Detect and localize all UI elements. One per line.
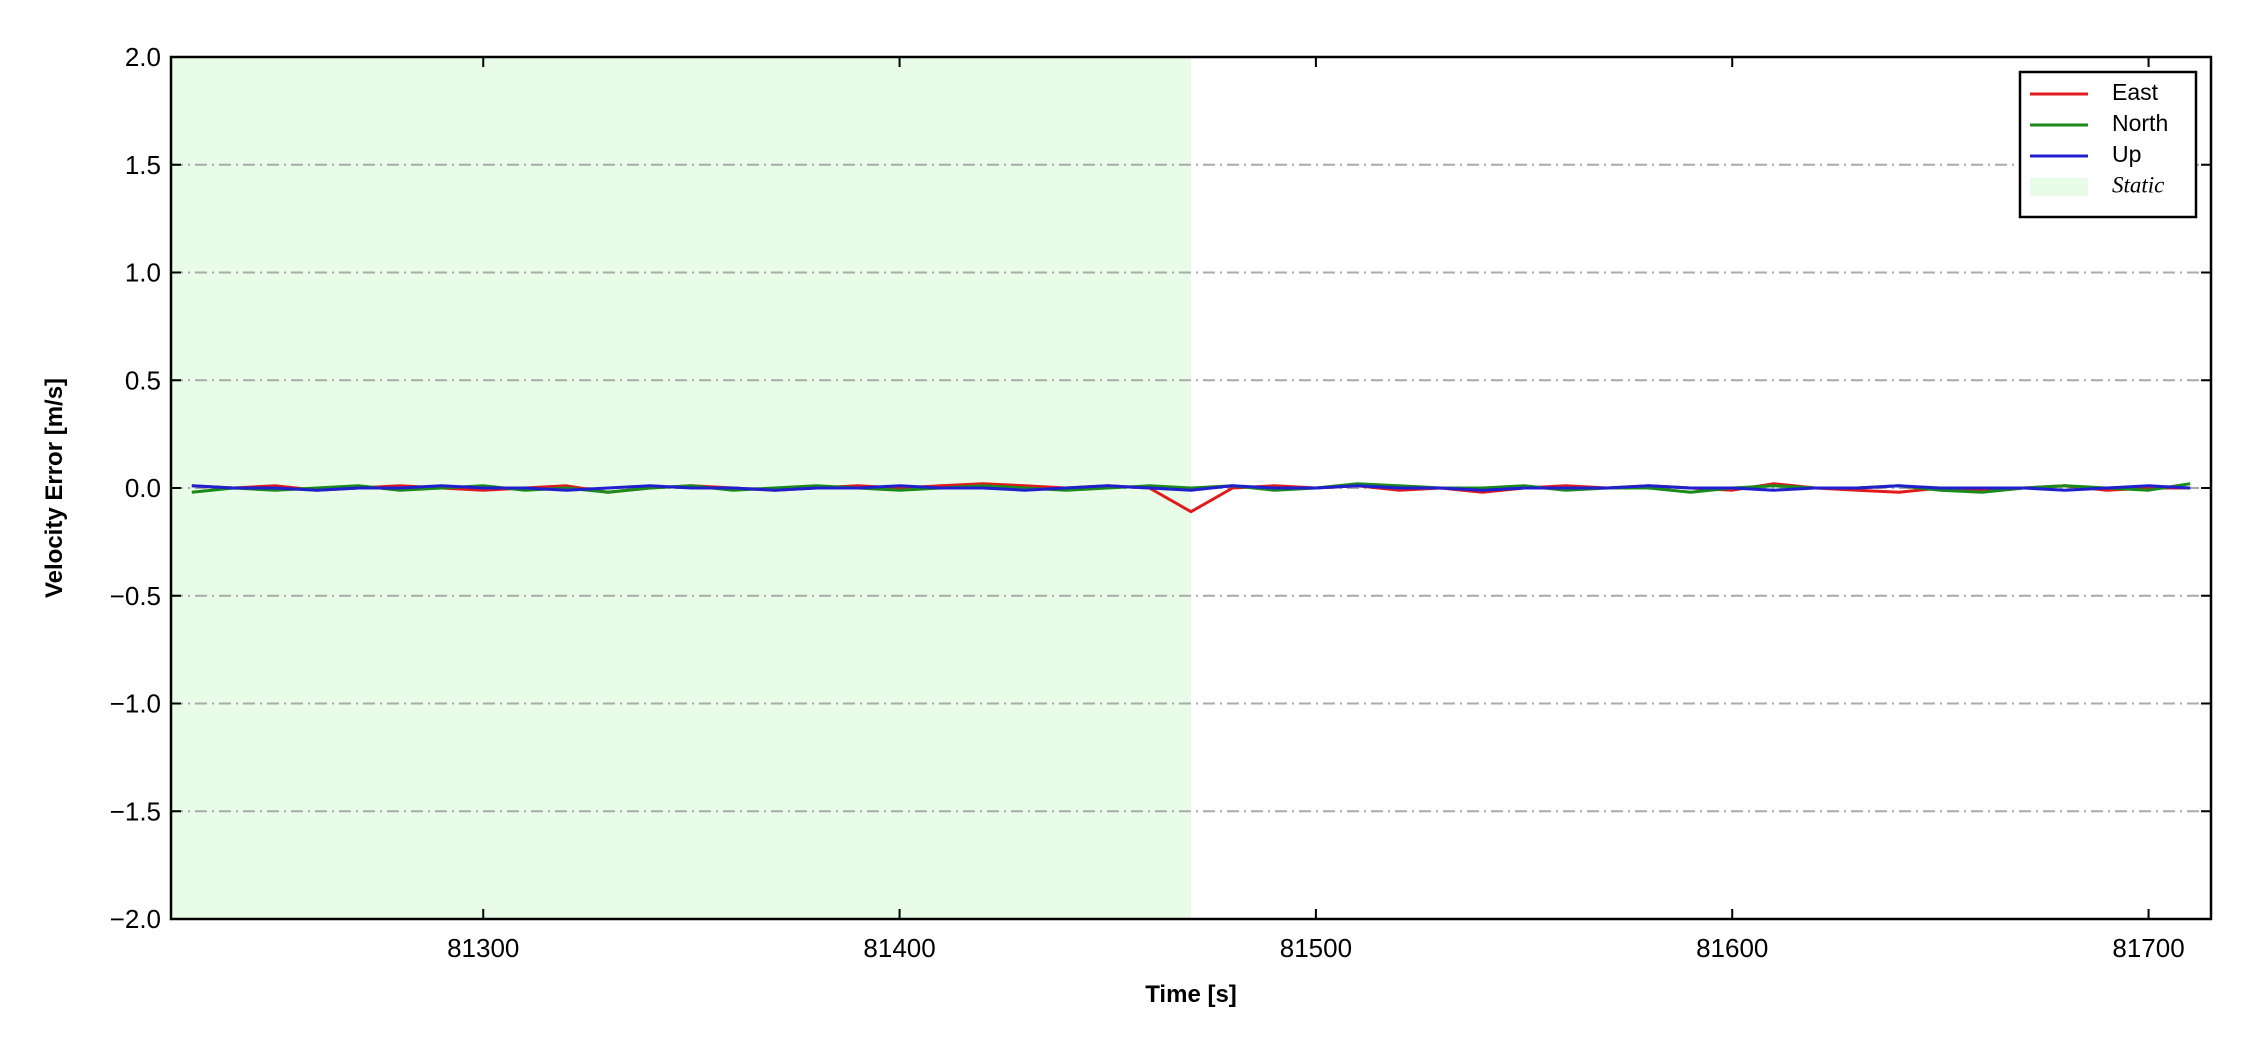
x-tick-label: 81700 (2112, 933, 2184, 963)
x-tick-label: 81300 (447, 933, 519, 963)
legend-label: Up (2112, 141, 2141, 167)
y-tick-label: −2.0 (110, 904, 161, 934)
y-tick-label: 1.0 (125, 258, 161, 288)
y-axis-label: Velocity Error [m/s] (41, 378, 68, 598)
y-tick-label: 1.5 (125, 150, 161, 180)
legend: East North Up Static (2018, 70, 2198, 219)
legend-label: Static (2112, 172, 2164, 197)
y-tick-label: −1.5 (110, 796, 161, 826)
x-axis-label: Time [s] (1145, 981, 1237, 1008)
y-tick-label: −0.5 (110, 581, 161, 611)
x-tick-label: 81600 (1696, 933, 1768, 963)
series-line (191, 484, 2191, 492)
y-tick-label: 0.0 (125, 473, 161, 503)
legend-label: East (2112, 79, 2159, 105)
legend-label: North (2112, 110, 2168, 136)
legend-swatch (2030, 178, 2088, 196)
x-tick-label: 81500 (1280, 933, 1352, 963)
y-tick-label: 2.0 (125, 42, 161, 72)
plot-frame (169, 55, 2213, 921)
y-tick-label: −1.0 (110, 689, 161, 719)
y-tick-label: 0.5 (125, 365, 161, 395)
x-tick-label: 81400 (863, 933, 935, 963)
